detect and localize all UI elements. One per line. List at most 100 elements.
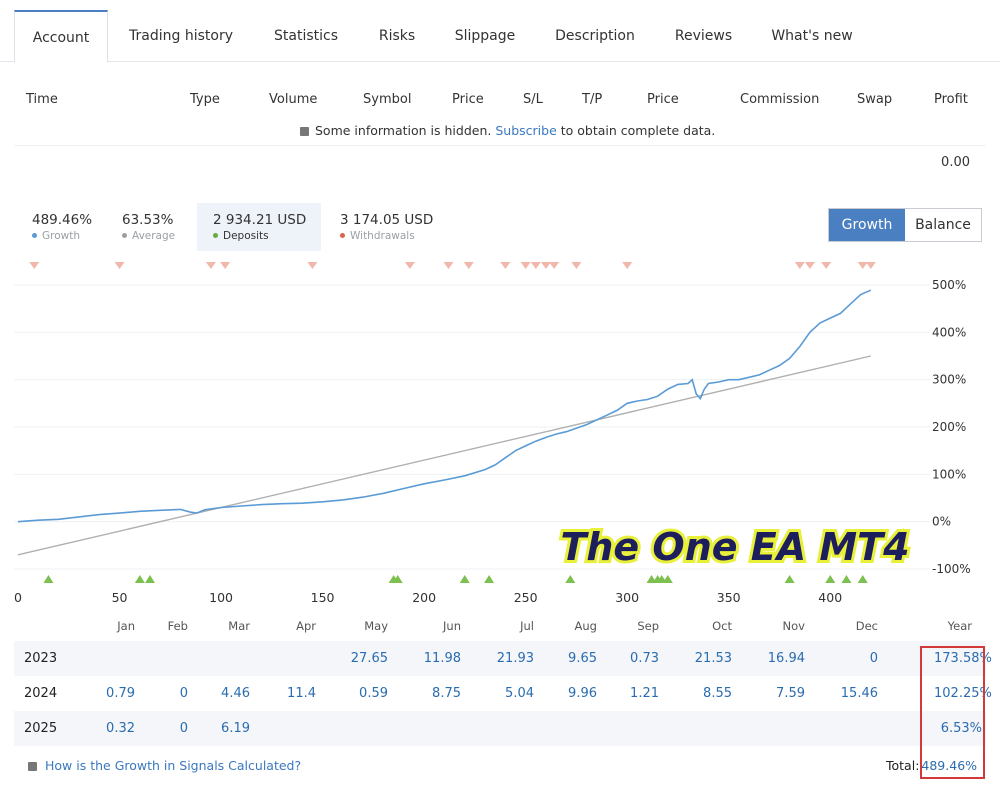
withdrawal-marker bbox=[463, 262, 474, 269]
divider bbox=[14, 145, 986, 146]
col-volume[interactable]: Volume bbox=[269, 92, 318, 107]
deposit-marker bbox=[841, 575, 852, 583]
withdrawal-marker bbox=[307, 262, 318, 269]
month-jul: Jul bbox=[520, 619, 534, 633]
stat-withdrawals[interactable]: 3 174.05 USD Withdrawals bbox=[334, 203, 444, 251]
tab-description[interactable]: Description bbox=[555, 28, 635, 44]
growth-chart[interactable]: 500% 400% 300% 200% 100% 0% -100% 0 50 100 150 200… bbox=[0, 258, 1000, 603]
month-value: 6.19 bbox=[221, 721, 250, 736]
col-tp[interactable]: T/P bbox=[582, 92, 603, 107]
withdrawal-marker bbox=[500, 262, 511, 269]
withdrawal-marker bbox=[404, 262, 415, 269]
row-year: 2025 bbox=[24, 721, 58, 736]
month-mar: Mar bbox=[228, 619, 250, 633]
total-value: 489.46% bbox=[921, 758, 978, 773]
growth-calc-help[interactable]: How is the Growth in Signals Calculated? bbox=[28, 758, 301, 773]
month-value: 0.79 bbox=[106, 686, 135, 701]
month-value: 0 bbox=[179, 721, 188, 736]
y-tick-label: 300% bbox=[932, 373, 966, 387]
subscribe-link[interactable]: Subscribe bbox=[495, 123, 557, 138]
withdrawal-marker bbox=[794, 262, 805, 269]
y-tick-label: -100% bbox=[932, 562, 971, 576]
col-sl[interactable]: S/L bbox=[523, 92, 543, 107]
month-value: 11.98 bbox=[423, 651, 461, 666]
growth-line bbox=[17, 289, 872, 523]
col-symbol[interactable]: Symbol bbox=[363, 92, 412, 107]
withdrawal-marker bbox=[622, 262, 633, 269]
tab-slippage[interactable]: Slippage bbox=[454, 28, 516, 44]
withdrawal-marker bbox=[540, 262, 551, 269]
total-label: Total: bbox=[886, 758, 920, 773]
x-axis-labels: 0 50 100 150 200 250 300 350 400 bbox=[14, 590, 842, 603]
col-price[interactable]: Price bbox=[452, 92, 484, 107]
y-tick-label: 400% bbox=[932, 325, 966, 339]
col-profit[interactable]: Profit bbox=[934, 92, 968, 107]
month-may: May bbox=[364, 619, 388, 633]
x-tick-label: 0 bbox=[14, 590, 22, 603]
deposit-marker bbox=[134, 575, 145, 583]
growth-button[interactable]: Growth bbox=[829, 209, 905, 241]
average-line bbox=[17, 355, 871, 556]
tab-trading-history[interactable]: Trading history bbox=[129, 28, 233, 44]
deposit-marker bbox=[662, 575, 673, 583]
balance-button[interactable]: Balance bbox=[905, 209, 981, 241]
tab-reviews[interactable]: Reviews bbox=[674, 28, 733, 44]
month-feb: Feb bbox=[167, 619, 188, 633]
month-value: 0.73 bbox=[630, 651, 659, 666]
info-icon bbox=[28, 762, 37, 771]
withdrawal-marker bbox=[549, 262, 560, 269]
deposit-marker bbox=[857, 575, 868, 583]
stat-deposits[interactable]: 2 934.21 USD Deposits bbox=[197, 203, 321, 251]
col-swap[interactable]: Swap bbox=[857, 92, 893, 107]
year-total: 6.53% bbox=[940, 721, 982, 736]
month-value: 8.75 bbox=[432, 686, 461, 701]
col-close-price[interactable]: Price bbox=[647, 92, 679, 107]
stat-growth-label: Growth bbox=[32, 230, 80, 242]
table-row bbox=[14, 641, 986, 676]
deposit-marker bbox=[43, 575, 54, 583]
stat-average[interactable]: 63.53% Average bbox=[116, 203, 196, 251]
x-tick-label: 100 bbox=[209, 590, 233, 603]
month-value: 9.96 bbox=[568, 686, 597, 701]
month-value: 11.4 bbox=[287, 686, 316, 701]
tab-account[interactable]: Account bbox=[14, 10, 108, 63]
tab-risks[interactable]: Risks bbox=[378, 28, 416, 44]
deposit-marker bbox=[392, 575, 403, 583]
stat-deposits-value: 2 934.21 USD bbox=[213, 212, 307, 228]
month-value: 0 bbox=[179, 686, 188, 701]
withdrawal-marker bbox=[530, 262, 541, 269]
month-value: 27.65 bbox=[350, 651, 388, 666]
month-value: 8.55 bbox=[703, 686, 732, 701]
y-tick-label: 200% bbox=[932, 420, 966, 434]
chart-lines bbox=[17, 289, 872, 556]
hidden-note-text: Some information is hidden. bbox=[315, 123, 492, 138]
col-type[interactable]: Type bbox=[190, 92, 220, 107]
month-oct: Oct bbox=[712, 619, 732, 633]
month-jan: Jan bbox=[117, 619, 135, 633]
y-tick-label: 100% bbox=[932, 467, 966, 481]
growth-calc-link[interactable]: How is the Growth in Signals Calculated? bbox=[45, 758, 302, 773]
stat-average-value: 63.53% bbox=[122, 212, 174, 228]
month-value: 1.21 bbox=[630, 686, 659, 701]
y-tick-label: 500% bbox=[932, 278, 966, 292]
withdrawal-marker bbox=[571, 262, 582, 269]
tab-whats-new[interactable]: What's new bbox=[771, 28, 853, 44]
tab-bar: Account Trading history Statistics Risks… bbox=[0, 0, 1000, 63]
tab-statistics[interactable]: Statistics bbox=[274, 28, 338, 44]
stat-growth[interactable]: 489.46% Growth bbox=[26, 203, 106, 251]
x-tick-label: 300 bbox=[615, 590, 639, 603]
month-aug: Aug bbox=[574, 619, 597, 633]
stat-deposits-label: Deposits bbox=[213, 230, 269, 242]
year-total: 102.25% bbox=[934, 686, 992, 701]
month-value: 0.59 bbox=[359, 686, 388, 701]
y-axis-labels: 500% 400% 300% 200% 100% 0% -100% bbox=[932, 278, 971, 576]
withdrawal-marker bbox=[443, 262, 454, 269]
withdrawal-marker bbox=[220, 262, 231, 269]
month-jun: Jun bbox=[443, 619, 461, 633]
month-value: 5.04 bbox=[505, 686, 534, 701]
col-commission[interactable]: Commission bbox=[740, 92, 820, 107]
month-apr: Apr bbox=[296, 619, 316, 633]
month-sep: Sep bbox=[637, 619, 659, 633]
col-time[interactable]: Time bbox=[26, 92, 58, 107]
x-tick-label: 250 bbox=[514, 590, 538, 603]
